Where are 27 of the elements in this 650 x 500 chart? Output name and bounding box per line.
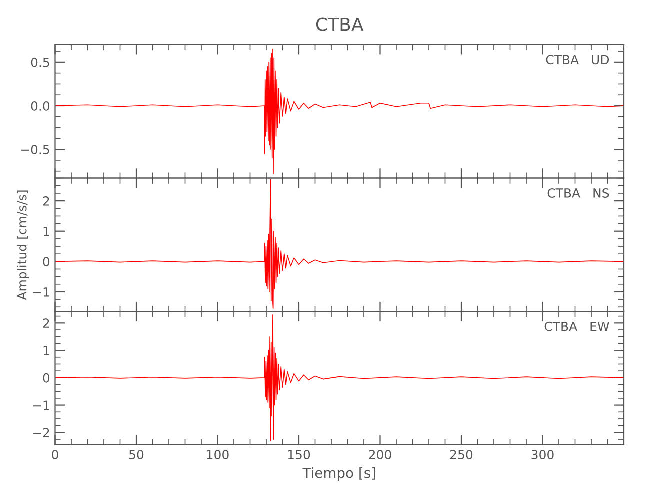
line-series	[55, 48, 624, 174]
x-axis-title: Tiempo [s]	[302, 468, 376, 481]
x-tick-label: 100	[207, 450, 229, 460]
y-axis-title: Amplitud [cm/s/s]	[17, 190, 30, 300]
y-tick-label: 0	[43, 373, 50, 383]
x-tick-label: 200	[369, 450, 392, 460]
y-tick-label: 0	[43, 257, 50, 267]
x-tick-label: 250	[450, 450, 473, 460]
annotation: CTBA NS	[548, 188, 610, 198]
x-tick-label: 0	[52, 450, 58, 460]
annotation: CTBA EW	[544, 322, 610, 332]
y-tick-label: 0.5	[31, 58, 50, 68]
y-tick-label: −0.5	[21, 145, 50, 154]
chart-title: CTBA	[316, 18, 364, 32]
y-tick-label: 2	[43, 318, 50, 328]
y-tick-label: 1	[44, 346, 50, 356]
y-tick-label: −1	[33, 400, 50, 410]
annotation: CTBA UD	[546, 55, 610, 65]
y-tick-label: −1	[33, 288, 50, 297]
x-tick-label: 300	[532, 450, 554, 460]
y-tick-label: 1	[44, 227, 50, 236]
y-tick-label: 2	[43, 196, 50, 206]
x-tick-label: 150	[288, 450, 310, 460]
y-tick-label: 0.0	[31, 101, 50, 111]
x-tick-label: 50	[130, 450, 144, 460]
y-tick-label: −2	[33, 428, 50, 438]
line-series	[55, 314, 624, 442]
